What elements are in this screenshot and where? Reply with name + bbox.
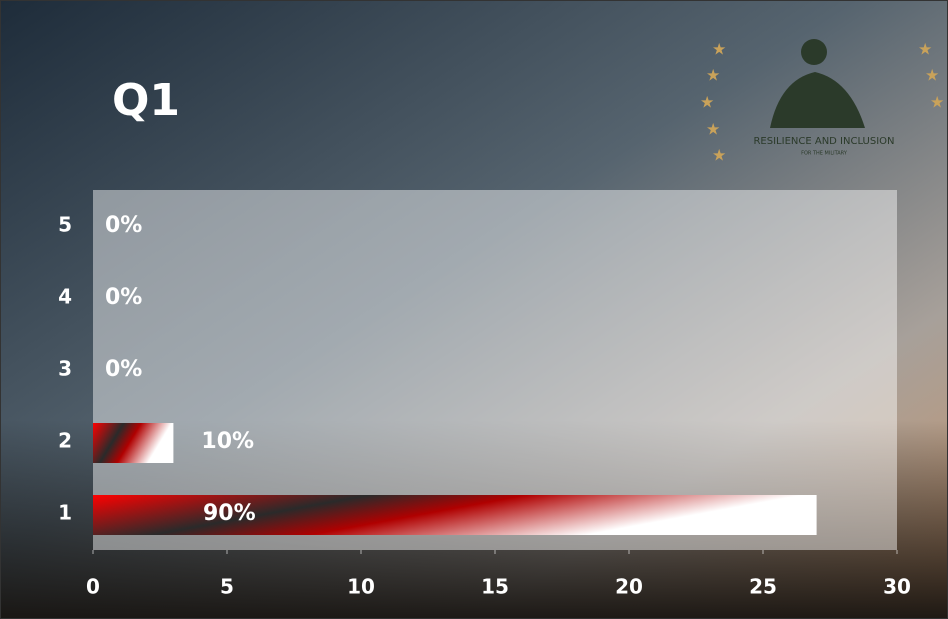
bar (93, 423, 174, 463)
x-tick-label: 20 (615, 575, 643, 599)
svg-text:★: ★ (706, 66, 720, 85)
y-tick-label: 2 (58, 429, 72, 453)
svg-text:★: ★ (712, 146, 726, 165)
y-tick-label: 1 (58, 501, 72, 525)
plot-area (93, 190, 897, 550)
x-tick-label: 25 (749, 575, 777, 599)
y-tick-label: 3 (58, 357, 72, 381)
svg-text:★: ★ (918, 40, 932, 59)
logo-subtext: FOR THE MILITARY (801, 151, 848, 157)
svg-text:★: ★ (706, 120, 720, 139)
y-tick-label: 5 (58, 213, 72, 237)
logo-text: RESILIENCE AND INCLUSION (753, 136, 894, 147)
value-label: 0% (105, 285, 142, 310)
value-label: 0% (105, 213, 142, 238)
value-label: 90% (203, 501, 256, 526)
svg-text:★: ★ (930, 93, 944, 112)
chart-title: Q1 (112, 75, 180, 126)
value-label: 10% (201, 429, 254, 454)
x-tick-label: 0 (86, 575, 100, 599)
x-tick-label: 30 (883, 575, 911, 599)
svg-text:★: ★ (712, 40, 726, 59)
bar (93, 495, 817, 535)
value-label: 0% (105, 357, 142, 382)
svg-text:★: ★ (700, 93, 714, 112)
svg-text:★: ★ (925, 66, 939, 85)
logo: ★ ★ ★ ★ ★ ★ ★ ★ RESILIENCE AND INCLUSION FOR… (700, 39, 944, 165)
x-tick-label: 5 (220, 575, 234, 599)
y-tick-label: 4 (58, 285, 72, 309)
x-tick-label: 10 (347, 575, 375, 599)
x-tick-label: 15 (481, 575, 509, 599)
